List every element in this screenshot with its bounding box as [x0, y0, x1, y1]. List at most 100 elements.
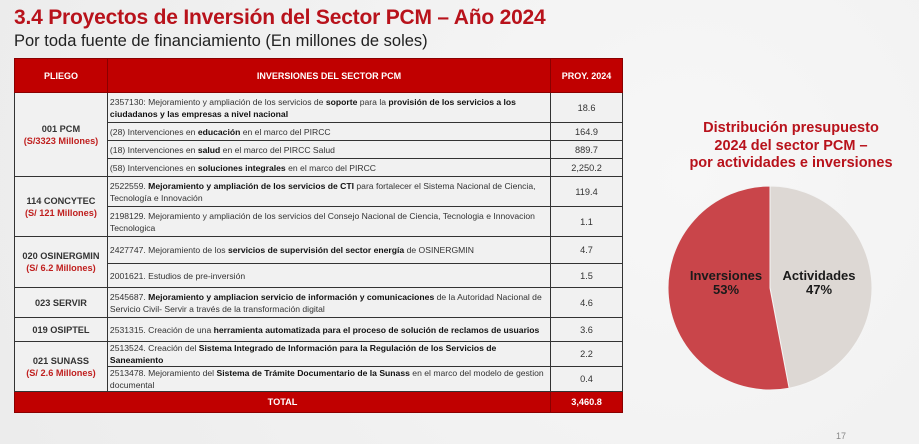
description-fragment: 2531315. Creación de una: [109, 324, 214, 335]
pliego-name: 114 CONCYTEC: [26, 195, 96, 206]
description-fragment: en el marco del modelo de gestion docume…: [109, 368, 544, 390]
description-fragment: Mejoramiento y ampliación de los servici…: [148, 180, 354, 191]
description-fragment: Sistema de Trámite Documentario de la Su…: [216, 368, 410, 378]
projection-value: 889.7: [550, 140, 623, 159]
table-row: 2513478. Mejoramiento del Sistema de Trá…: [15, 366, 623, 392]
table-row: 2198129. Mejoramiento y ampliación de lo…: [15, 206, 623, 237]
pie-chart-svg: [667, 185, 873, 391]
investment-description: 2427747. Mejoramiento de los servicios d…: [106, 236, 552, 264]
investment-description: 2531315. Creación de una herramienta aut…: [106, 317, 552, 342]
table-row: (28) Intervenciones en educación en el m…: [15, 122, 623, 141]
pie-slice-inversiones: [667, 185, 790, 391]
pie-slice-actividades: [769, 185, 873, 389]
projection-value: 2.2: [550, 341, 623, 367]
description-fragment: salud: [197, 144, 221, 155]
description-fragment: 2513478. Mejoramiento del: [109, 368, 217, 378]
investment-description: (58) Intervenciones en soluciones integr…: [106, 158, 552, 177]
pliego-cell: 021 SUNASS (S/ 2.6 Millones): [14, 341, 108, 392]
pliego-name: 019 OSIPTEL: [32, 324, 90, 335]
projection-value: 4.7: [550, 236, 623, 264]
pie-label-value: 47%: [805, 282, 833, 297]
pliego-amount: (S/ 121 Millones): [24, 207, 97, 218]
pliego-cell: 114 CONCYTEC (S/ 121 Millones): [14, 176, 108, 237]
table-row: 019 OSIPTEL 2531315. Creación de una herr…: [14, 317, 623, 342]
header-pliego: PLIEGO: [14, 58, 108, 93]
table-row: 2001621. Estudios de pre-inversión 1.5: [15, 263, 623, 288]
description-fragment: de OSINERGMIN: [404, 245, 474, 255]
description-fragment: 2427747. Mejoramiento de los: [109, 245, 228, 255]
pie-chart: Inversiones 53% Actividades 47%: [667, 183, 873, 393]
pliego-amount: (S/ 6.2 Millones): [26, 263, 96, 273]
chart-title-line: por actividades e inversiones: [689, 155, 893, 171]
investments-table: PLIEGO INVERSIONES DEL SECTOR PCM PROY. …: [13, 58, 623, 413]
description-fragment: en el marco del PIRCC: [285, 162, 376, 173]
description-fragment: soporte: [325, 96, 358, 107]
projection-value: 1.5: [550, 263, 623, 288]
chart-title-line: 2024 del sector PCM –: [714, 137, 868, 154]
description-fragment: (28) Intervenciones en: [109, 126, 198, 137]
slide-subtitle: Por toda fuente de financiamiento (En mi…: [14, 32, 428, 50]
pliego-cell: 023 SERVIR: [14, 287, 108, 318]
description-fragment: herramienta automatizada para el proceso…: [213, 324, 540, 335]
description-fragment: (58) Intervenciones en: [109, 162, 198, 173]
description-fragment: Mejoramiento y ampliacion servicio de in…: [148, 291, 435, 302]
investment-description: 2513524. Creación del Sistema Integrado …: [106, 341, 552, 367]
projection-value: 1.1: [550, 206, 623, 237]
description-fragment: provisión de los servicios a los ciudada…: [109, 96, 516, 119]
pie-label-actividades: Actividades 47%: [779, 269, 859, 297]
investment-description: 2522559. Mejoramiento y ampliación de lo…: [106, 176, 552, 207]
pliego-cell: 020 OSINERGMIN (S/ 6.2 Millones): [14, 236, 108, 288]
description-fragment: en el marco del PIRCC Salud: [220, 144, 335, 155]
table-row: (18) Intervenciones en salud en el marco…: [15, 140, 623, 159]
pliego-name: 001 PCM: [41, 123, 81, 134]
projection-value: 0.4: [550, 366, 623, 392]
pie-label-inversiones: Inversiones 53%: [681, 269, 771, 297]
investment-description: 2198129. Mejoramiento y ampliación de lo…: [106, 206, 552, 237]
table-header-row: PLIEGO INVERSIONES DEL SECTOR PCM PROY. …: [14, 58, 623, 93]
description-fragment: 2001621. Estudios de pre-inversión: [109, 270, 246, 281]
pliego-amount: (S/ 2.6 Millones): [26, 367, 96, 378]
pliego-name: 023 SERVIR: [35, 297, 87, 308]
chart-title: Distribución presupuesto 2024 del sector…: [672, 120, 910, 173]
header-proy-2024: PROY. 2024: [550, 58, 623, 93]
pie-label-name: Inversiones: [689, 268, 763, 283]
pliego-name: 020 OSINERGMIN: [22, 251, 100, 261]
description-fragment: 2522559.: [109, 180, 149, 191]
investment-description: 2545687. Mejoramiento y ampliacion servi…: [106, 287, 552, 318]
table-row: 020 OSINERGMIN (S/ 6.2 Millones) 2427747. …: [14, 236, 623, 288]
table-row: 021 SUNASS (S/ 2.6 Millones) 2513524. Crea…: [14, 341, 623, 392]
total-value: 3,460.8: [550, 391, 623, 413]
projection-value: 18.6: [550, 92, 623, 123]
page-number: 17: [836, 431, 847, 441]
description-fragment: (18) Intervenciones en: [109, 144, 198, 155]
table-row: 114 CONCYTEC (S/ 121 Millones) 2522559. Me…: [14, 176, 623, 237]
investment-description: 2513478. Mejoramiento del Sistema de Trá…: [106, 366, 552, 392]
description-fragment: soluciones integrales: [197, 162, 286, 173]
description-fragment: para fortalecer el Sistema Nacional de C…: [109, 180, 536, 203]
description-fragment: Sistema Integrado de Información para la…: [109, 343, 497, 365]
investment-description: (28) Intervenciones en educación en el m…: [106, 122, 552, 141]
pie-label-value: 53%: [712, 282, 740, 297]
investment-description: 2357130: Mejoramiento y ampliación de lo…: [106, 92, 552, 123]
investment-description: (18) Intervenciones en salud en el marco…: [106, 140, 552, 159]
description-fragment: 2513524. Creación del: [109, 343, 199, 353]
projection-value: 119.4: [550, 176, 623, 207]
slide-title: 3.4 Proyectos de Inversión del Sector PC…: [14, 6, 546, 29]
pliego-name: 021 SUNASS: [32, 355, 90, 366]
pliego-cell: 019 OSIPTEL: [14, 317, 108, 342]
description-fragment: educación: [197, 126, 241, 137]
projection-value: 164.9: [550, 122, 623, 141]
pie-label-name: Actividades: [782, 268, 856, 283]
description-fragment: en el marco del PIRCC: [240, 126, 331, 137]
description-fragment: servicios de supervisión del sector ener…: [227, 245, 405, 255]
projection-value: 3.6: [550, 317, 623, 342]
total-label: TOTAL: [13, 391, 552, 413]
total-row: TOTAL 3,460.8: [13, 391, 623, 413]
description-fragment: para la: [357, 96, 389, 107]
projection-value: 4.6: [550, 287, 623, 318]
projection-value: 2,250.2: [550, 158, 623, 177]
pliego-cell: 001 PCM (S/3323 Millones): [14, 92, 108, 177]
chart-title-line: Distribución presupuesto: [703, 120, 879, 136]
description-fragment: de la Autoridad Nacional de Servicio Civ…: [109, 291, 542, 314]
